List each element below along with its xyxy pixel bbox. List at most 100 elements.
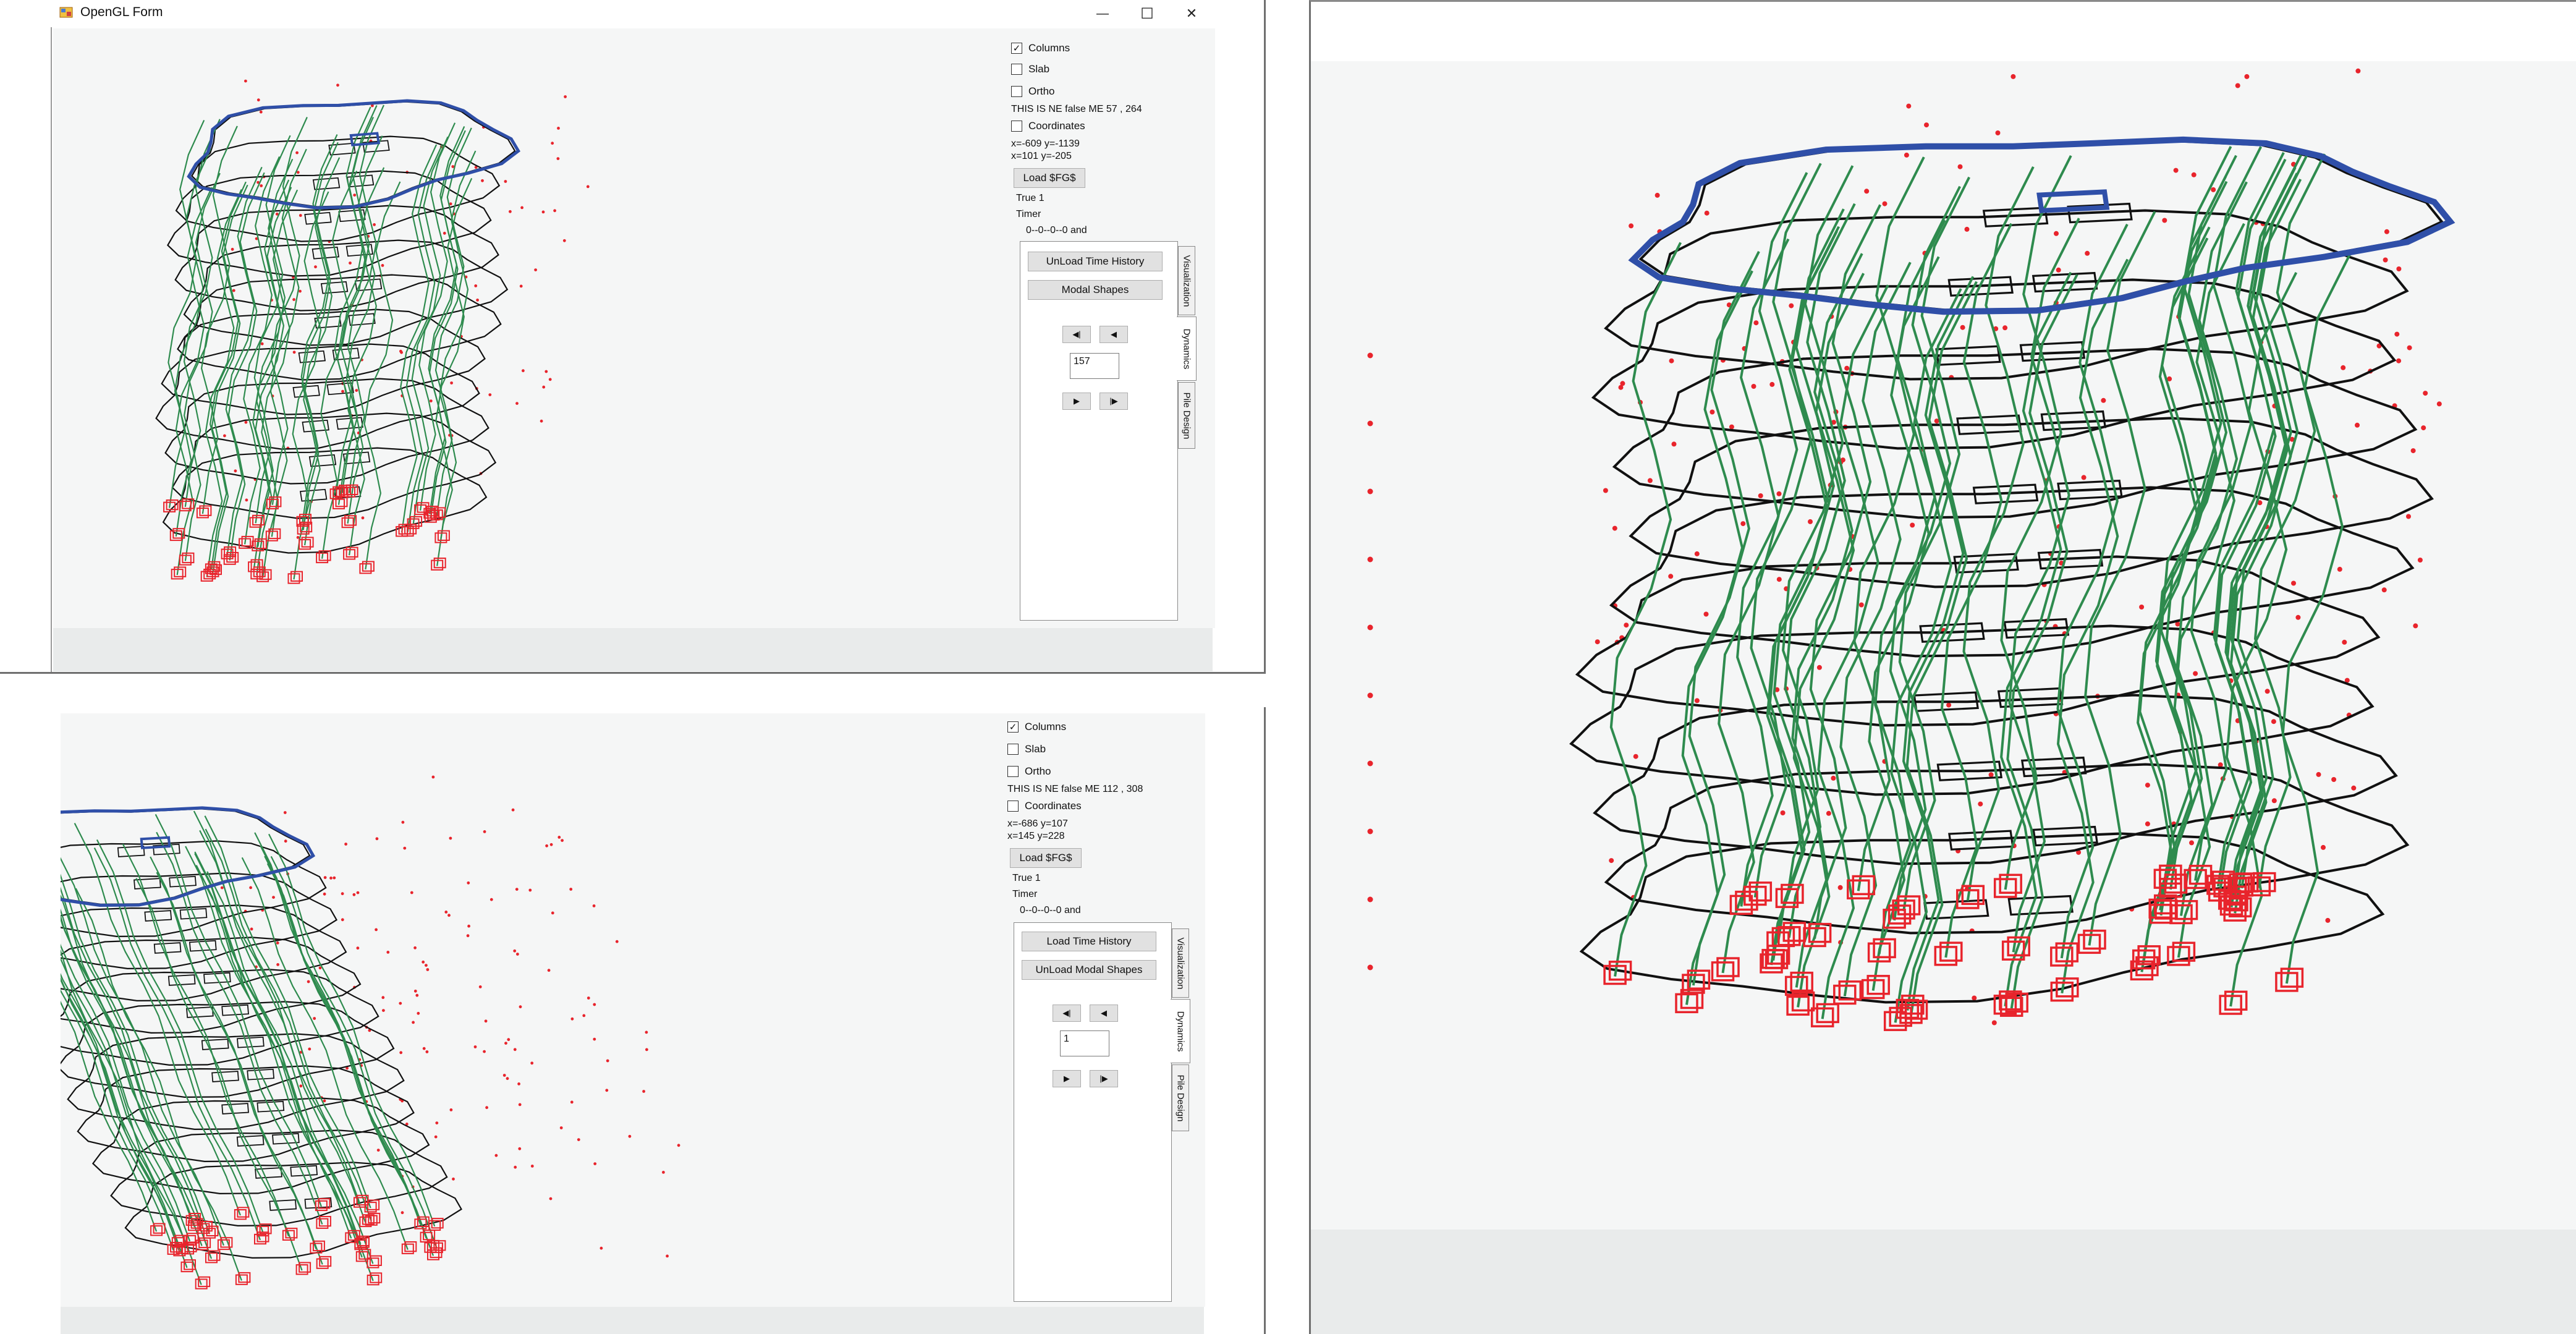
core-outline	[2019, 341, 2086, 362]
pile-box	[1838, 980, 1862, 1001]
minimize-button[interactable]: —	[1080, 0, 1125, 27]
modal-shapes-button[interactable]: UnLoad Modal Shapes	[1022, 960, 1156, 980]
slab-checkbox[interactable]: Slab	[1011, 63, 1049, 75]
tab-dynamics[interactable]: Dynamics	[1171, 999, 1190, 1063]
pile-box	[407, 518, 420, 529]
pile-box	[235, 1274, 248, 1285]
node-point	[244, 420, 248, 424]
frame-number-input[interactable]: 157	[1070, 353, 1119, 379]
frame-number-input[interactable]: 1	[1060, 1030, 1109, 1056]
node-point	[561, 839, 564, 842]
node-point	[548, 378, 552, 381]
node-point	[2167, 376, 2172, 381]
node-point	[1367, 420, 1373, 427]
pile-box	[250, 559, 263, 570]
pile-box	[2007, 936, 2030, 957]
column-line	[1609, 242, 1682, 977]
opengl-viewport[interactable]	[1311, 61, 2576, 1230]
play-button[interactable]: ▶	[1062, 393, 1091, 410]
pile-box	[339, 485, 352, 496]
column-line	[2229, 179, 2302, 914]
pile-box	[1833, 984, 1857, 1005]
prev-frame-button[interactable]: ◀	[1099, 326, 1128, 343]
node-point	[435, 1121, 439, 1124]
node-point	[449, 202, 452, 206]
time-history-button[interactable]: Load Time History	[1022, 932, 1156, 951]
node-point	[1729, 424, 1734, 430]
play-button[interactable]: ▶	[1053, 1070, 1081, 1087]
building-model	[1569, 68, 2455, 1031]
checkbox-unchecked-icon	[1011, 121, 1022, 132]
pile-box	[269, 496, 282, 508]
prev-frame-button[interactable]: ◀	[1090, 1005, 1118, 1022]
coord-readout-2: x=145 y=228	[1007, 831, 1065, 841]
node-point	[520, 206, 523, 210]
node-point	[494, 1153, 498, 1157]
load-fgs-button[interactable]: Load $FG$	[1014, 168, 1085, 188]
pile-box	[290, 571, 303, 582]
column-line	[1736, 172, 1808, 907]
pile-box	[179, 554, 192, 566]
coordinates-checkbox[interactable]: Coordinates	[1011, 120, 1085, 132]
load-fgs-button[interactable]: Load $FG$	[1010, 848, 1082, 868]
columns-checkbox[interactable]: ✓ Columns	[1011, 42, 1070, 54]
node-point	[2325, 917, 2331, 923]
last-frame-button[interactable]: |▶	[1099, 393, 1128, 410]
control-panel: ✓ Columns Slab Ortho THIS IS NE false ME…	[1005, 28, 1215, 628]
column-line	[2253, 153, 2326, 888]
structure-3d-render[interactable]	[61, 713, 1001, 1307]
core-outline	[247, 1068, 275, 1081]
column-line	[1902, 276, 1975, 1011]
node-point	[417, 1011, 420, 1015]
modal-shapes-button[interactable]: Modal Shapes	[1028, 280, 1163, 300]
pile-box	[316, 1258, 329, 1269]
slab-checkbox[interactable]: Slab	[1007, 743, 1046, 755]
ortho-checkbox[interactable]: Ortho	[1007, 765, 1051, 778]
opengl-viewport[interactable]	[61, 713, 1001, 1307]
skip-forward-icon: |▶	[1109, 396, 1118, 406]
column-line	[411, 136, 449, 525]
pile-box	[1901, 995, 1925, 1015]
maximize-button[interactable]: ☐	[1125, 0, 1169, 27]
tab-visualization[interactable]: Visualization	[1172, 928, 1189, 998]
node-point	[2421, 425, 2426, 431]
opengl-form-window-zoomed	[1309, 0, 2576, 1334]
pile-box	[398, 524, 411, 535]
tab-pile-design[interactable]: Pile Design	[1178, 382, 1195, 449]
node-point	[593, 1003, 596, 1006]
node-point	[284, 839, 287, 843]
node-point	[1864, 189, 1870, 194]
structure-3d-render[interactable]	[53, 28, 1005, 628]
node-point	[2351, 785, 2357, 791]
tab-pile-design[interactable]: Pile Design	[1172, 1064, 1189, 1131]
tab-visualization[interactable]: Visualization	[1178, 246, 1195, 315]
node-point	[399, 349, 402, 353]
ortho-checkbox[interactable]: Ortho	[1011, 85, 1055, 98]
column-line	[195, 865, 363, 1258]
last-frame-button[interactable]: |▶	[1090, 1070, 1118, 1087]
dynamics-tab-page: UnLoad Time History Modal Shapes ◀| ◀ 15…	[1020, 241, 1178, 621]
step-back-icon: ◀	[1101, 1008, 1107, 1017]
columns-checkbox[interactable]: ✓ Columns	[1007, 721, 1066, 733]
column-line	[255, 187, 292, 576]
first-frame-button[interactable]: ◀|	[1053, 1005, 1081, 1022]
node-point	[2218, 762, 2223, 768]
tab-dynamics[interactable]: Dynamics	[1177, 317, 1197, 381]
node-point	[1816, 665, 1822, 670]
column-line	[292, 191, 329, 580]
checkbox-checked-icon: ✓	[1007, 721, 1019, 733]
core-outline	[1972, 483, 2039, 504]
pile-box	[1680, 988, 1704, 1009]
node-point	[1831, 420, 1836, 425]
title-bar[interactable]: OpenGL Form — ☐ ✕	[0, 0, 1264, 27]
pile-box	[169, 530, 182, 542]
coord-readout-2: x=101 y=-205	[1011, 151, 1072, 161]
first-frame-button[interactable]: ◀|	[1062, 326, 1091, 343]
structure-3d-render[interactable]	[1311, 61, 2576, 1230]
column-line	[61, 957, 189, 1251]
time-history-button[interactable]: UnLoad Time History	[1028, 252, 1163, 271]
coordinates-checkbox[interactable]: Coordinates	[1007, 800, 1082, 812]
opengl-viewport[interactable]	[53, 28, 1005, 628]
node-point	[1972, 995, 1977, 1001]
close-button[interactable]: ✕	[1169, 0, 1214, 27]
